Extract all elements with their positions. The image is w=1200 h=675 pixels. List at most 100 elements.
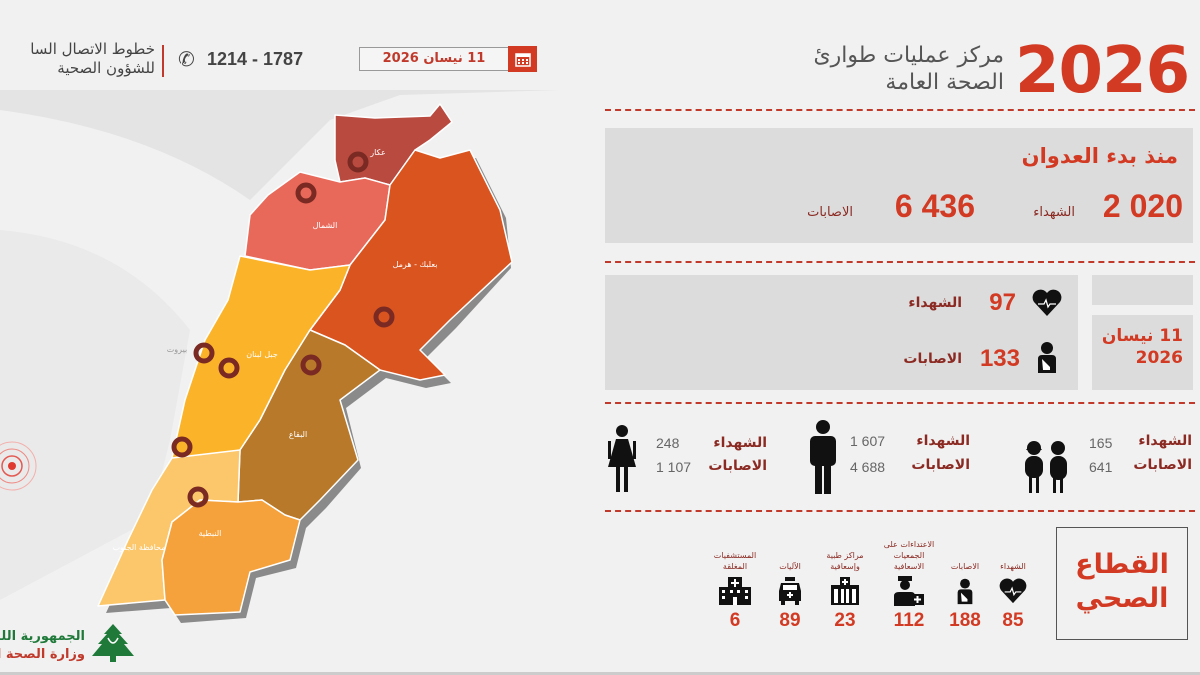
health-sector-title-2: الصحي xyxy=(1075,583,1169,614)
region-label-bekaa: البقاع xyxy=(289,430,307,439)
region-labels: عكار الشمال بعلبك - هرمل جبل لبنان البقا… xyxy=(112,148,437,552)
daily-date-top xyxy=(1092,275,1193,305)
sector-item-label: الآليات xyxy=(779,562,801,571)
children-injured: 641 xyxy=(1089,459,1113,475)
sector-killed: الشهداء 85 xyxy=(993,534,1033,632)
heart-pulse-icon xyxy=(999,578,1027,604)
hotline-line-1: خطوط الاتصال السا xyxy=(30,40,155,58)
phone-icon: ✆ xyxy=(178,47,195,71)
children-icon xyxy=(1025,441,1067,493)
women-killed: 248 xyxy=(656,435,680,451)
logo-line-2: وزارة الصحة ال xyxy=(0,647,85,662)
injured-person-icon xyxy=(957,578,973,605)
sector-closed-hospitals: المستشفيات المغلقة 6 xyxy=(704,534,766,632)
cedar-logo-icon xyxy=(92,624,134,662)
sector-item-label: الاعتداءات على الجمعيات الاسعافية xyxy=(883,540,935,571)
title-line-2: الصحة العامة xyxy=(885,70,1004,95)
strike-marker-icon[interactable] xyxy=(171,436,193,458)
ambulance-icon xyxy=(779,577,801,605)
daily-killed-label: الشهداء xyxy=(908,295,962,311)
sector-item-label: الشهداء xyxy=(1000,562,1026,571)
men-injured-label: الاصابات xyxy=(911,457,970,473)
children-killed-label: الشهداء xyxy=(1138,433,1192,449)
region-nabatieh[interactable] xyxy=(161,499,301,616)
strike-marker-icon[interactable] xyxy=(347,151,369,173)
children-injured-label: الاصابات xyxy=(1133,457,1192,473)
strike-marker-icon[interactable] xyxy=(187,486,209,508)
region-label-north: الشمال xyxy=(313,221,338,230)
hospital-icon xyxy=(719,577,751,605)
since-start-panel: منذ بدء العدوان 2 020 الشهداء 6 436 الاص… xyxy=(605,128,1193,243)
injured-total: 6 436 xyxy=(894,188,975,224)
region-label-mount-lebanon: جبل لبنان xyxy=(246,350,278,359)
divider xyxy=(605,109,1195,111)
bottom-border xyxy=(0,672,1200,675)
sector-item-value: 188 xyxy=(949,610,981,631)
daily-injured-label: الاصابات xyxy=(903,351,962,367)
divider xyxy=(605,510,1195,512)
sector-paramedic-attacks: الاعتداءات على الجمعيات الاسعافية 112 xyxy=(878,534,940,632)
strike-marker-icon[interactable] xyxy=(295,182,317,204)
sector-item-value: 112 xyxy=(893,610,925,631)
women-injured: 1 107 xyxy=(656,459,692,475)
injured-person-icon xyxy=(1038,342,1056,373)
strike-marker-icon[interactable] xyxy=(218,357,240,379)
page-title: مركز عمليات طوارئ الصحة العامة xyxy=(813,42,1004,96)
date-box: 11 نيسان 2026 xyxy=(359,47,509,71)
divider xyxy=(162,45,164,77)
paramedic-icon xyxy=(894,576,924,606)
pulse-marker-icon xyxy=(0,441,37,491)
daily-injured: 133 xyxy=(979,345,1020,372)
strike-markers xyxy=(171,151,395,508)
divider xyxy=(605,261,1195,263)
daily-date-box: 11 نيسان 2026 xyxy=(1092,315,1193,390)
hotline-label: خطوط الاتصال السا للشؤون الصحية xyxy=(0,40,155,78)
city-label-beirut: بيروت xyxy=(167,345,187,354)
region-label-akkar: عكار xyxy=(369,148,386,157)
injured-total-label: الاصابات xyxy=(807,205,853,220)
sector-item-label: المستشفيات المغلقة xyxy=(713,551,757,571)
daily-date-line-2: 2026 xyxy=(1135,348,1183,368)
heart-pulse-icon xyxy=(1032,289,1062,316)
strike-marker-icon[interactable] xyxy=(300,354,322,376)
sector-item-value: 6 xyxy=(729,610,741,631)
sector-injured: الاصابات 188 xyxy=(942,534,988,632)
region-label-baalbek: بعلبك - هرمل xyxy=(393,260,438,269)
calendar-icon xyxy=(508,46,537,72)
men-injured: 4 688 xyxy=(850,459,886,475)
daily-panel: 97 الشهداء 133 الاصابات xyxy=(605,275,1078,390)
children-killed: 165 xyxy=(1089,435,1113,451)
title-line-1: مركز عمليات طوارئ xyxy=(813,43,1004,68)
sector-item-value: 89 xyxy=(779,610,801,631)
woman-icon xyxy=(608,425,636,492)
sector-medical-centers: مراكز طبية وإسعافية 23 xyxy=(816,534,874,632)
since-start-title: منذ بدء العدوان xyxy=(1021,144,1178,168)
lebanon-map: عكار الشمال بعلبك - هرمل جبل لبنان البقا… xyxy=(0,90,560,623)
women-killed-label: الشهداء xyxy=(713,435,767,451)
killed-total: 2 020 xyxy=(1102,188,1183,224)
sector-item-value: 23 xyxy=(834,610,856,631)
sector-item-label: مراكز طبية وإسعافية xyxy=(826,551,864,571)
strike-marker-icon[interactable] xyxy=(193,342,215,364)
phone-number[interactable]: 1214 - 1787 xyxy=(207,49,304,69)
sector-vehicles: الآليات 89 xyxy=(768,534,812,632)
medical-center-icon xyxy=(831,577,859,605)
region-label-nabatieh: النبطية xyxy=(199,529,222,538)
daily-date-line-1: 11 نيسان xyxy=(1101,326,1183,346)
hotline-line-2: للشؤون الصحية xyxy=(57,59,155,77)
coast-area xyxy=(0,230,190,600)
year-title: 2026 xyxy=(1015,34,1190,108)
killed-total-label: الشهداء xyxy=(1033,205,1075,220)
men-killed: 1 607 xyxy=(850,433,886,449)
health-sector-box: القطاع الصحي xyxy=(1056,527,1188,640)
men-killed-label: الشهداء xyxy=(916,433,970,449)
daily-killed: 97 xyxy=(989,289,1016,316)
women-injured-label: الاصابات xyxy=(708,458,767,474)
divider xyxy=(605,402,1195,404)
date-text: 11 نيسان 2026 xyxy=(382,51,486,66)
strike-marker-icon[interactable] xyxy=(373,306,395,328)
sector-item-value: 85 xyxy=(1002,610,1024,631)
region-label-south: محافظة الجنوب xyxy=(112,543,165,552)
man-icon xyxy=(810,420,836,494)
health-sector-title-1: القطاع xyxy=(1075,549,1169,580)
